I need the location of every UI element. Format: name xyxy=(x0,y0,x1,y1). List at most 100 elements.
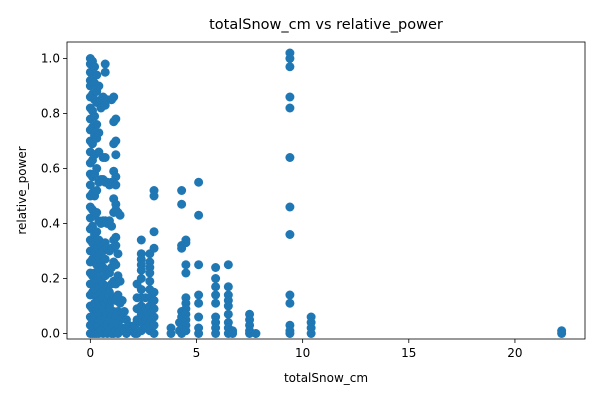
data-point xyxy=(94,81,104,91)
data-point xyxy=(100,153,110,162)
data-point xyxy=(136,274,146,283)
data-point xyxy=(149,329,159,338)
data-point xyxy=(109,92,119,102)
data-point xyxy=(149,191,159,201)
data-point xyxy=(228,329,238,338)
y-axis-label: relative_power xyxy=(15,146,29,234)
data-point xyxy=(100,67,110,77)
data-point xyxy=(92,208,102,217)
data-point xyxy=(223,282,233,292)
data-point xyxy=(211,282,221,292)
data-point xyxy=(557,329,567,338)
data-point xyxy=(177,186,187,195)
data-point xyxy=(285,298,295,308)
data-point xyxy=(149,287,159,297)
data-point xyxy=(223,260,233,270)
y-tick-label: 0.2 xyxy=(41,272,60,286)
data-point xyxy=(194,298,204,308)
data-point xyxy=(194,210,204,220)
x-tick-label: 5 xyxy=(193,346,201,360)
data-point xyxy=(177,199,187,209)
data-point xyxy=(117,296,127,305)
data-point xyxy=(100,254,110,264)
data-point xyxy=(119,307,129,316)
x-axis-label: totalSnow_cm xyxy=(284,371,368,385)
data-point xyxy=(211,298,221,308)
data-point xyxy=(92,227,102,237)
data-point xyxy=(92,120,102,129)
x-tick-label: 0 xyxy=(87,346,95,360)
data-point xyxy=(285,103,295,113)
y-tick-label: 0.0 xyxy=(41,327,60,341)
data-point xyxy=(194,290,204,300)
x-tick-label: 20 xyxy=(507,346,522,360)
data-point xyxy=(285,329,295,338)
data-point xyxy=(181,260,191,270)
data-points xyxy=(85,48,567,338)
data-point xyxy=(115,210,125,220)
data-point xyxy=(245,329,255,338)
data-point xyxy=(285,62,295,72)
data-point xyxy=(223,301,233,311)
data-point xyxy=(111,232,121,242)
data-point xyxy=(194,260,204,270)
data-point xyxy=(251,329,261,338)
data-point xyxy=(181,238,191,248)
data-point xyxy=(211,290,221,300)
plot-area-frame xyxy=(66,41,586,340)
data-point xyxy=(149,304,159,314)
data-point xyxy=(285,290,295,300)
data-point xyxy=(149,227,159,237)
data-point xyxy=(149,320,159,330)
data-point xyxy=(306,329,316,338)
y-tick-label: 0.8 xyxy=(41,107,60,121)
data-point xyxy=(211,263,221,272)
data-point xyxy=(111,180,121,190)
data-point xyxy=(136,285,146,294)
axis-ticks: 0 5 10 15 20 0.0 0.2 0.4 0.6 0.8 1.0 xyxy=(41,52,523,361)
data-point xyxy=(111,150,121,160)
data-point xyxy=(211,274,221,283)
data-point xyxy=(149,243,159,253)
data-point xyxy=(92,186,102,195)
data-point xyxy=(136,235,146,245)
y-tick-label: 0.4 xyxy=(41,217,60,231)
data-point xyxy=(194,177,204,187)
data-point xyxy=(285,92,295,102)
data-point xyxy=(166,329,176,338)
data-point xyxy=(145,268,155,278)
y-tick-label: 1.0 xyxy=(41,52,60,66)
data-point xyxy=(194,329,204,338)
data-point xyxy=(85,180,95,190)
data-point xyxy=(107,221,117,231)
x-tick-label: 10 xyxy=(295,346,310,360)
data-point xyxy=(211,329,221,338)
data-point xyxy=(285,153,295,162)
data-point xyxy=(285,54,295,63)
data-point xyxy=(90,62,100,72)
data-point xyxy=(194,312,204,322)
data-point xyxy=(111,260,121,270)
data-point xyxy=(145,276,155,286)
data-point xyxy=(111,172,121,182)
data-point xyxy=(115,276,125,286)
data-point xyxy=(100,59,110,69)
data-point xyxy=(285,202,295,212)
data-point xyxy=(223,309,233,319)
data-point xyxy=(111,114,121,124)
x-tick-label: 15 xyxy=(401,346,416,360)
data-point xyxy=(136,265,146,275)
y-tick-label: 0.6 xyxy=(41,162,60,176)
data-point xyxy=(92,70,102,80)
data-point xyxy=(111,241,121,250)
data-point xyxy=(181,268,191,278)
data-point xyxy=(149,312,159,322)
data-point xyxy=(90,111,100,121)
data-point xyxy=(92,164,102,173)
chart-title: totalSnow_cm vs relative_power xyxy=(209,17,443,33)
data-point xyxy=(111,136,121,146)
data-point xyxy=(149,296,159,305)
data-point xyxy=(285,230,295,239)
data-point xyxy=(113,249,123,259)
